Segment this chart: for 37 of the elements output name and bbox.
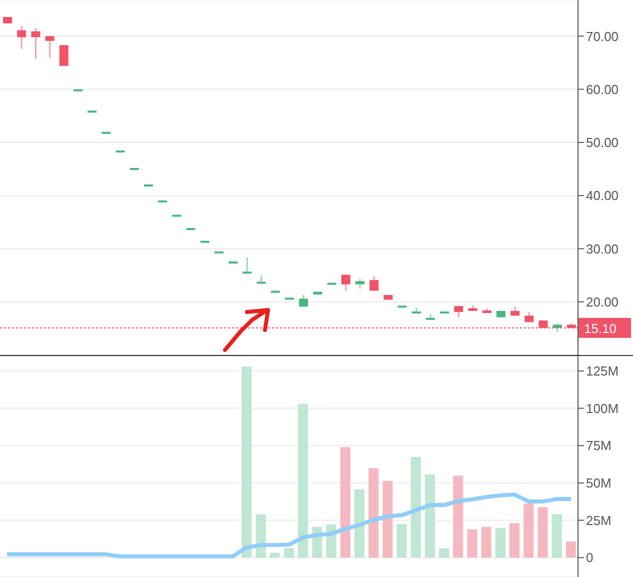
- bar: [566, 541, 576, 558]
- bar: [284, 548, 294, 558]
- bar: [481, 526, 492, 558]
- bar: [354, 489, 364, 558]
- bar: [270, 552, 280, 558]
- bar: [410, 456, 421, 558]
- y-tick-label: 30.00: [586, 241, 619, 256]
- y-tick-label: 70.00: [586, 28, 619, 44]
- bar: [538, 507, 548, 558]
- bar: [467, 529, 478, 558]
- y-tick-label: 100M: [586, 400, 619, 416]
- bar: [298, 404, 308, 558]
- bar: [396, 524, 407, 558]
- y-tick-label: 0: [586, 550, 594, 566]
- bar: [382, 480, 393, 558]
- line-series: [5, 492, 573, 558]
- bar: [368, 468, 379, 558]
- y-tick-label: 25M: [586, 512, 612, 528]
- bar: [242, 366, 252, 558]
- bar: [453, 476, 464, 558]
- ref-line-label: 15.10: [584, 320, 617, 336]
- y-tick-label: 125M: [586, 364, 619, 379]
- bar: [340, 447, 350, 558]
- y-tick-label: 40.00: [586, 188, 619, 204]
- y-tick-label: 75M: [586, 438, 612, 454]
- y-tick-label: 60.00: [586, 82, 619, 97]
- bar: [524, 503, 534, 558]
- bar: [510, 523, 520, 558]
- y-tick-label: 20.00: [586, 294, 619, 310]
- bar: [424, 474, 435, 558]
- candlestick: [59, 44, 68, 67]
- bar: [552, 514, 562, 558]
- y-tick-label: 50.00: [586, 135, 619, 150]
- y-tick-label: 50M: [586, 476, 612, 491]
- bar: [439, 548, 450, 558]
- bar: [256, 514, 266, 558]
- bar: [495, 528, 506, 558]
